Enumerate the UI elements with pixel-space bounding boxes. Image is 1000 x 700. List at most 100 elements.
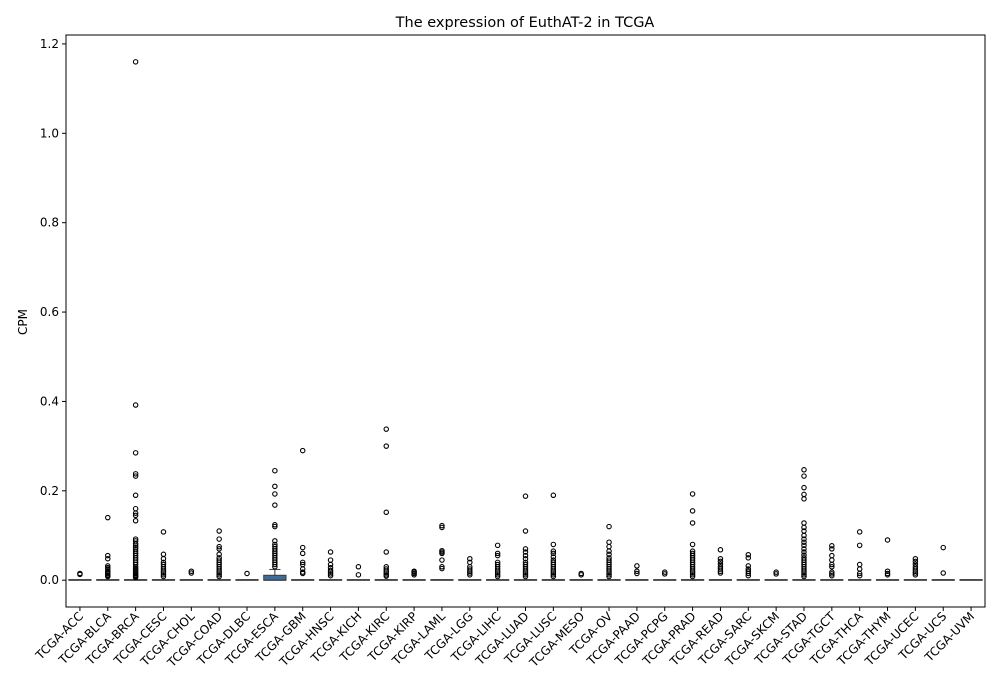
plot-frame — [65, 34, 986, 608]
outlier-point — [550, 554, 557, 560]
outlier-point — [717, 558, 724, 565]
outlier-point — [801, 496, 807, 502]
outlier-point — [829, 564, 835, 570]
outlier-point — [717, 570, 724, 576]
outlier-point — [717, 547, 724, 553]
outlier-point — [327, 569, 334, 575]
outlier-point — [467, 572, 473, 578]
outlier-point — [689, 508, 696, 514]
outlier-point — [439, 565, 445, 572]
outlier-point — [606, 573, 612, 580]
outlier-point — [912, 555, 919, 562]
outlier-point — [216, 528, 222, 534]
outlier-point — [912, 558, 919, 565]
outlier-point — [272, 561, 278, 568]
outlier-point — [829, 571, 835, 577]
outlier-point — [884, 537, 891, 543]
outlier-point — [160, 570, 167, 576]
outlier-point — [829, 543, 835, 549]
outlier-point — [522, 528, 529, 534]
outlier-point — [494, 568, 501, 574]
outlier-point — [745, 563, 752, 569]
outlier-point — [132, 59, 139, 65]
outlier-point — [606, 572, 612, 578]
outlier-point — [689, 573, 696, 580]
outlier-point — [801, 572, 807, 578]
y-tick-label: 0.2 — [40, 484, 59, 498]
outlier-point — [522, 549, 529, 555]
outlier-point — [884, 572, 891, 578]
outlier-point — [272, 538, 278, 544]
outlier-point — [216, 551, 222, 558]
outlier-point — [216, 570, 222, 576]
outlier-point — [801, 467, 807, 473]
outlier-point — [439, 564, 445, 570]
outlier-point — [550, 573, 557, 580]
outlier-point — [383, 443, 390, 449]
outlier-point — [494, 550, 501, 557]
outlier-point — [439, 557, 445, 563]
outlier-point — [856, 542, 863, 549]
outlier-point — [160, 568, 167, 574]
outlier-point — [801, 536, 807, 542]
outlier-point — [550, 492, 557, 499]
outlier-point — [689, 541, 696, 548]
y-axis-title: CPM — [16, 309, 30, 335]
outlier-point — [383, 573, 390, 579]
outlier-point — [327, 571, 334, 577]
chart-title: The expression of EuthAT-2 in TCGA — [395, 15, 655, 31]
outlier-point — [745, 555, 752, 561]
outlier-point — [132, 402, 139, 408]
outlier-point — [689, 491, 696, 497]
outlier-point — [912, 568, 919, 574]
outlier-point — [272, 523, 278, 530]
y-tick-label: 1.2 — [40, 37, 59, 51]
outlier-point — [132, 542, 139, 549]
outlier-point — [884, 568, 891, 574]
y-tick-label: 0.8 — [40, 216, 59, 230]
outlier-point — [132, 518, 139, 524]
outlier-point — [355, 564, 362, 570]
outlier-point — [689, 570, 696, 576]
outlier-point — [272, 502, 278, 508]
outlier-point — [829, 561, 835, 568]
outlier-point — [160, 573, 167, 580]
outlier-point — [494, 542, 501, 549]
outlier-point — [801, 539, 807, 545]
outlier-point — [550, 548, 557, 554]
outlier-point — [634, 570, 640, 577]
outlier-point — [856, 570, 863, 577]
outlier-point — [745, 570, 752, 577]
outlier-point — [355, 572, 362, 578]
outlier-point — [550, 572, 557, 578]
outlier-point — [327, 572, 334, 579]
outlier-point — [522, 552, 529, 559]
outlier-point — [439, 550, 445, 557]
outlier-point — [801, 524, 807, 531]
outlier-point — [801, 549, 807, 555]
outlier-point — [132, 492, 139, 499]
outlier-point — [801, 532, 807, 539]
outlier-point — [105, 563, 111, 569]
outlier-point — [829, 572, 835, 579]
outlier-point — [299, 544, 306, 551]
outlier-point — [160, 555, 167, 562]
outlier-point — [299, 550, 306, 557]
outlier-point — [661, 569, 668, 575]
outlier-point — [244, 570, 250, 577]
outlier-point — [634, 563, 640, 569]
outlier-point — [105, 573, 111, 580]
outlier-point — [77, 571, 83, 578]
outlier-point — [856, 572, 863, 579]
outlier-point — [272, 467, 278, 474]
outlier-point — [801, 570, 807, 576]
outlier-point — [550, 570, 557, 576]
outlier-point — [912, 572, 919, 578]
outlier-point — [494, 573, 501, 580]
outlier-point — [132, 473, 139, 479]
outlier-point — [801, 573, 807, 580]
outlier-point — [160, 529, 167, 535]
